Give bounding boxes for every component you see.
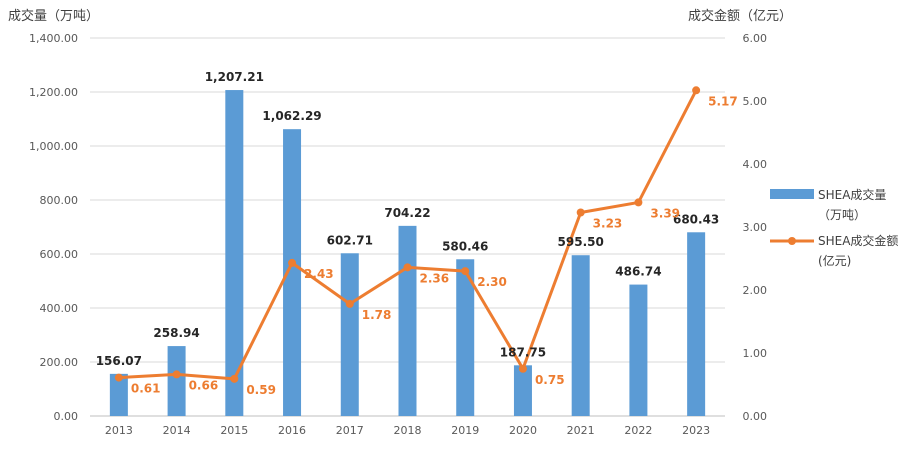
line-value-label: 0.75 bbox=[535, 373, 565, 387]
line-value-label: 3.39 bbox=[650, 206, 680, 220]
bar-value-label: 704.22 bbox=[384, 206, 430, 220]
line-point bbox=[172, 370, 181, 379]
line-point bbox=[230, 374, 239, 383]
left-tick-label: 800.00 bbox=[40, 194, 79, 207]
line-value-label: 2.43 bbox=[304, 267, 334, 281]
x-tick-label: 2023 bbox=[682, 424, 710, 437]
left-tick-label: 0.00 bbox=[54, 410, 79, 423]
line-value-label: 2.30 bbox=[477, 275, 507, 289]
right-tick-label: 5.00 bbox=[743, 95, 768, 108]
x-tick-label: 2020 bbox=[509, 424, 537, 437]
right-tick-label: 1.00 bbox=[743, 347, 768, 360]
legend: SHEA成交量 （万吨） SHEA成交金额 (亿元) bbox=[770, 187, 898, 268]
right-tick-label: 4.00 bbox=[743, 158, 768, 171]
bar-value-label: 680.43 bbox=[673, 212, 719, 226]
x-tick-label: 2021 bbox=[567, 424, 595, 437]
right-axis-title: 成交金额（亿元） bbox=[688, 8, 792, 24]
left-tick-label: 200.00 bbox=[40, 356, 79, 369]
legend-line-unit: (亿元) bbox=[818, 253, 851, 268]
right-axis-ticks: 0.00 1.00 2.00 3.00 4.00 5.00 6.00 bbox=[743, 32, 768, 423]
bar bbox=[629, 284, 648, 416]
bar bbox=[456, 259, 475, 416]
line-point bbox=[403, 263, 412, 272]
bar-value-label: 1,062.29 bbox=[262, 109, 321, 123]
line-value-label: 3.23 bbox=[593, 217, 623, 231]
bar bbox=[283, 129, 302, 416]
bar-value-label: 595.50 bbox=[558, 235, 604, 249]
bar bbox=[225, 90, 244, 417]
left-tick-label: 1,200.00 bbox=[29, 86, 78, 99]
legend-bar-swatch bbox=[770, 189, 814, 199]
left-axis-ticks: 0.00 200.00 400.00 600.00 800.00 1,000.00 1,20… bbox=[29, 32, 78, 423]
legend-line-name: SHEA成交金额 bbox=[818, 233, 898, 248]
right-tick-label: 0.00 bbox=[743, 410, 768, 423]
bar-value-label: 486.74 bbox=[615, 265, 661, 279]
line-value-label: 2.36 bbox=[420, 271, 450, 285]
x-tick-label: 2022 bbox=[624, 424, 652, 437]
legend-bar-unit: （万吨） bbox=[818, 208, 866, 222]
line-point bbox=[288, 258, 297, 267]
x-tick-label: 2016 bbox=[278, 424, 306, 437]
bar-value-label: 580.46 bbox=[442, 239, 488, 253]
right-tick-label: 6.00 bbox=[743, 32, 768, 45]
line-value-label: 5.17 bbox=[708, 94, 738, 108]
line-value-label: 0.59 bbox=[246, 383, 276, 397]
left-tick-label: 1,400.00 bbox=[29, 32, 78, 45]
left-tick-label: 600.00 bbox=[40, 248, 79, 261]
line-point bbox=[634, 198, 643, 207]
line-value-label: 0.66 bbox=[189, 378, 219, 392]
bar bbox=[167, 346, 186, 416]
data-labels: 156.07 258.94 1,207.21 1,062.29 602.71 704.22… bbox=[96, 70, 738, 397]
line-point bbox=[345, 299, 354, 308]
bar-value-label: 602.71 bbox=[327, 233, 373, 247]
line-value-label: 0.61 bbox=[131, 382, 161, 396]
line-point bbox=[576, 208, 585, 217]
line-point bbox=[518, 364, 527, 373]
line-series bbox=[114, 86, 701, 383]
bar-value-label: 156.07 bbox=[96, 354, 142, 368]
bar-value-label: 1,207.21 bbox=[205, 70, 264, 84]
bar bbox=[687, 232, 706, 416]
bar-value-label: 258.94 bbox=[153, 326, 199, 340]
right-tick-label: 3.00 bbox=[743, 221, 768, 234]
x-tick-label: 2018 bbox=[394, 424, 422, 437]
x-tick-label: 2014 bbox=[163, 424, 191, 437]
left-tick-label: 400.00 bbox=[40, 302, 79, 315]
bar bbox=[513, 365, 532, 416]
line-value-label: 1.78 bbox=[362, 308, 392, 322]
right-tick-label: 2.00 bbox=[743, 284, 768, 297]
bar bbox=[109, 373, 128, 416]
line-point bbox=[461, 267, 470, 276]
x-tick-label: 2017 bbox=[336, 424, 364, 437]
bar-series bbox=[109, 90, 706, 417]
x-tick-label: 2013 bbox=[105, 424, 133, 437]
line-point bbox=[114, 373, 123, 382]
bar bbox=[571, 255, 590, 416]
legend-bar-name: SHEA成交量 bbox=[818, 187, 886, 202]
left-tick-label: 1,000.00 bbox=[29, 140, 78, 153]
x-axis-ticks: 2013 2014 2015 2016 2017 2018 2019 2020 2021 2022… bbox=[105, 424, 710, 437]
x-tick-label: 2019 bbox=[451, 424, 479, 437]
bar bbox=[398, 225, 417, 416]
bar-value-label: 187.75 bbox=[500, 345, 546, 359]
left-axis-title: 成交量（万吨） bbox=[8, 8, 99, 24]
x-tick-label: 2015 bbox=[220, 424, 248, 437]
legend-line-marker bbox=[788, 237, 796, 245]
line-point bbox=[692, 86, 701, 95]
bar bbox=[340, 253, 359, 416]
